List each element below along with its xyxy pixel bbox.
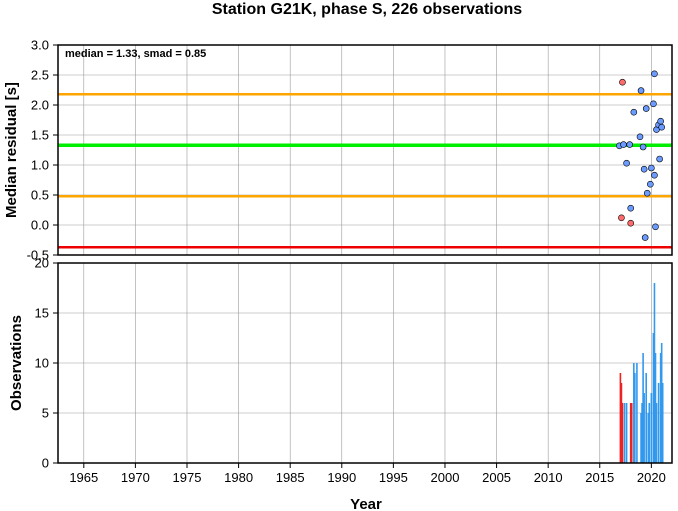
chart-title: Station G21K, phase S, 226 observations [212,1,522,18]
residual-frame [57,44,673,256]
data-point [650,100,657,108]
observation-bars [619,283,664,463]
observations-grid [58,262,672,464]
x-tick-label: 1995 [379,470,408,485]
y-tick-label: 2.0 [31,98,49,113]
data-point [641,234,649,241]
observation-bar [654,353,657,463]
data-point [656,155,663,163]
observation-bar [620,383,623,463]
observation-bar [650,393,653,463]
data-point [648,164,655,172]
x-tick-label: 1985 [276,470,305,485]
residual-points [616,70,665,241]
observation-bar [643,393,645,463]
observation-bar [660,343,663,463]
observation-bar [623,403,626,463]
observation-bar [652,333,655,463]
observation-bar [648,403,651,463]
data-point [657,117,664,125]
data-point [623,159,630,167]
observation-bar [619,373,622,463]
residual-panel: 3.0 2.5 2.0 1.5 1.0 0.5 0.0 -0.5 median = 1.33,… [3,38,673,263]
observation-bar [642,353,644,463]
observation-bar [647,413,650,463]
data-point [639,143,647,151]
observation-bar [634,373,636,463]
observation-bar [661,383,664,463]
data-point [652,223,659,231]
x-tick-label: 1970 [121,470,150,485]
year-x-axis-label: Year [350,496,382,511]
y-tick-label: 3.0 [31,38,49,53]
data-point [647,180,654,188]
observations-frame [57,262,673,464]
x-tick-label: 2015 [585,470,614,485]
y-tick-label: 1.5 [31,128,49,143]
data-point [658,123,665,131]
data-point [618,214,625,222]
x-tick-label: 1980 [224,470,253,485]
x-tick-label: 2010 [534,470,563,485]
observation-bar [630,403,633,463]
x-tick-label: 1965 [69,470,98,485]
data-point [640,165,648,173]
x-tick-label: 1990 [327,470,356,485]
observation-bar [633,363,635,463]
data-point [651,171,658,179]
observations-y-axis-label: Observations [8,315,25,411]
observation-bar [640,413,642,463]
residual-y-ticks: 3.0 2.5 2.0 1.5 1.0 0.5 0.0 -0.5 [27,38,58,263]
observation-bar [629,403,632,463]
stats-annotation: median = 1.33, smad = 0.85 [65,48,206,60]
y-tick-label: 0.5 [31,188,49,203]
y-tick-label: 0.0 [31,218,49,233]
data-point [627,219,635,227]
data-point [637,87,645,94]
data-point [619,78,626,86]
y-tick-label: 20 [35,256,49,271]
y-tick-label: -0.5 [27,248,49,263]
x-tick-label: 2000 [431,470,460,485]
data-point [651,70,658,78]
observation-bar [659,353,662,463]
y-tick-label: 1.0 [31,158,49,173]
y-tick-label: 15 [35,306,49,321]
observation-bar [655,403,658,463]
observation-bar [636,363,638,463]
data-point [636,133,644,141]
observation-bar [641,403,643,463]
data-point [627,204,635,212]
data-point [630,108,638,116]
y-tick-label: 2.5 [31,68,49,83]
observation-bar [657,383,660,463]
data-point [626,141,633,148]
y-tick-label: 0 [42,456,49,471]
year-x-ticks: 1965 1970 1975 1980 1985 1990 1995 2000 2005 2010… [69,463,666,485]
observation-bar [653,283,656,463]
y-tick-label: 10 [35,356,49,371]
observation-bar [625,403,628,463]
observations-y-ticks: 20 15 10 5 0 [35,256,58,471]
observation-bar [621,403,624,463]
observation-bar [645,373,648,463]
data-point [643,189,651,197]
x-tick-label: 1975 [173,470,202,485]
residual-y-axis-label: Median residual [s] [3,82,20,218]
x-tick-label: 2020 [637,470,666,485]
y-tick-label: 5 [42,406,49,421]
residual-grid [58,44,672,256]
x-tick-label: 2005 [482,470,511,485]
reference-lines [58,92,672,249]
data-point [642,105,650,112]
data-point [620,141,627,148]
